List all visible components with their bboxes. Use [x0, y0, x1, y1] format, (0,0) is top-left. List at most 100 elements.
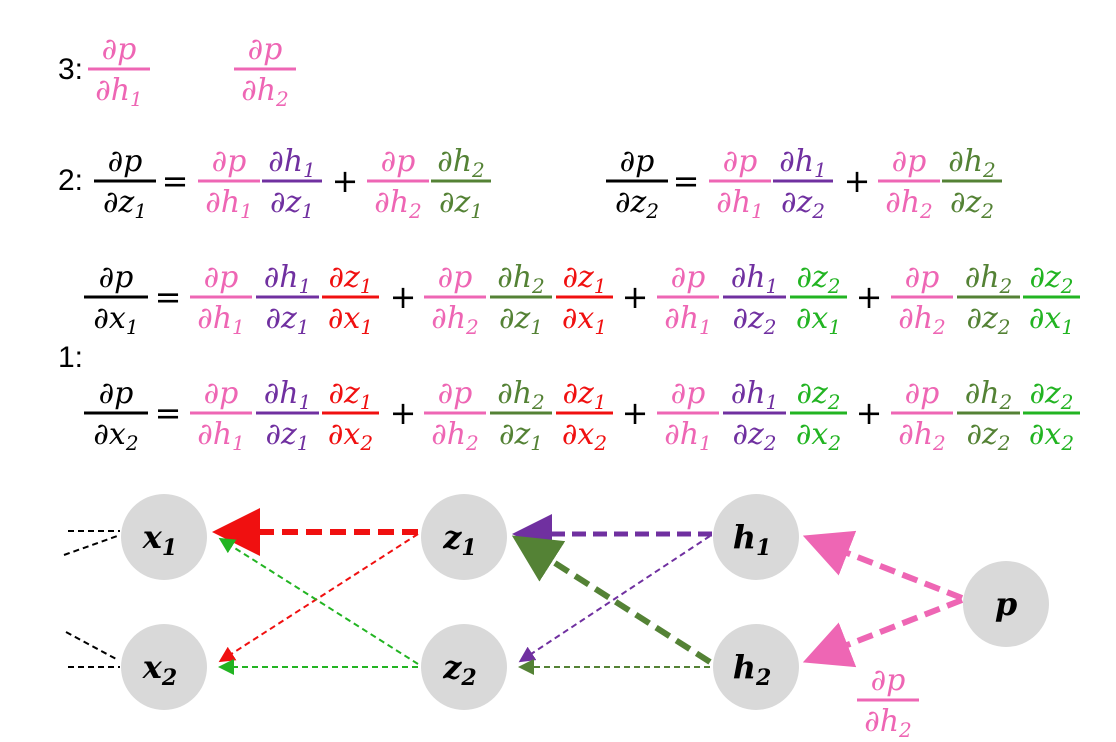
fraction-denominator: ∂h1	[197, 301, 245, 339]
node-x2: x2	[121, 624, 207, 710]
equals-sign: =	[673, 162, 700, 200]
fraction-numerator: ∂h1	[731, 260, 779, 298]
fraction-denominator: ∂x1	[328, 301, 373, 339]
plus-sign: +	[622, 278, 649, 316]
dp-dh1: ∂p ∂h1	[709, 144, 771, 223]
node-circle	[121, 494, 207, 580]
dz2-dx1: ∂z2∂x1	[790, 260, 847, 339]
dp-dh2: ∂p ∂h2	[367, 144, 429, 223]
dp-dh2: ∂p ∂h2	[891, 260, 953, 339]
dh1-dz1: ∂h1∂z1	[256, 376, 319, 455]
node-circle	[713, 624, 799, 710]
dp-dz1: ∂p ∂z1	[94, 144, 156, 223]
fraction-numerator: ∂p	[212, 144, 247, 179]
equals-sign: =	[155, 394, 182, 432]
fraction-numerator: ∂h2	[948, 144, 996, 182]
dp-dx2: ∂p ∂x2	[84, 376, 148, 455]
fraction-numerator: ∂p	[102, 32, 137, 67]
dp-dh1: ∂p ∂h1	[657, 376, 719, 455]
fraction-denominator: ∂x2	[796, 417, 841, 455]
node-circle	[713, 494, 799, 580]
node-label: p	[995, 585, 1017, 623]
dz1-dx2: ∂z1∂x2	[556, 376, 613, 455]
fraction-numerator: ∂p	[905, 376, 940, 411]
edge-z2-x1	[218, 537, 419, 665]
dp-dh2: ∂p ∂h2	[891, 376, 953, 455]
dh1-dz1: ∂h1∂z1	[262, 144, 322, 223]
fraction-denominator: ∂z2	[950, 185, 994, 223]
dp-dh1: ∂p ∂h1	[88, 32, 150, 111]
node-circle	[421, 494, 507, 580]
equals-sign: =	[162, 162, 189, 200]
edge-label-dp-dh2: ∂p ∂h2	[857, 663, 919, 742]
fraction-denominator: ∂x2	[328, 417, 373, 455]
fraction-numerator: ∂h1	[779, 144, 827, 182]
node-label: z2	[442, 648, 476, 691]
fraction-numerator: ∂h1	[264, 376, 312, 414]
step-3-label: 3:	[58, 53, 83, 86]
fraction-numerator: ∂z2	[1029, 376, 1073, 414]
fraction-numerator: ∂p	[204, 376, 239, 411]
fraction-numerator: ∂p	[892, 144, 927, 179]
fraction-numerator: ∂p	[438, 376, 473, 411]
fraction-denominator: ∂z1	[265, 301, 309, 339]
dh2-dz1: ∂h2∂z1	[431, 144, 491, 223]
input-stub	[65, 631, 119, 661]
fraction-denominator: ∂z2	[732, 301, 776, 339]
edge-h1-z2	[518, 535, 711, 663]
dz1-dx2: ∂z1∂x2	[322, 376, 379, 455]
fraction-numerator: ∂z1	[328, 376, 372, 414]
edge-label-denominator: ∂h2	[864, 704, 912, 742]
node-label: h1	[733, 518, 772, 561]
dp-dh1: ∂p ∂h1	[190, 376, 252, 455]
fraction-denominator: ∂z1	[439, 185, 483, 223]
fraction-denominator: ∂h1	[197, 417, 245, 455]
node-circle	[121, 624, 207, 710]
fraction-denominator: ∂h2	[431, 301, 479, 339]
step-1-label: 1:	[58, 341, 83, 374]
dp-dh1: ∂p ∂h1	[657, 260, 719, 339]
dh2-dz1: ∂h2∂z1	[490, 376, 552, 455]
edge-p-h2	[802, 597, 964, 668]
dh1-dz1: ∂h1∂z1	[256, 260, 319, 339]
dp-dh2: ∂p ∂h2	[424, 376, 486, 455]
dz1-dx1: ∂z1∂x1	[322, 260, 379, 339]
fraction-denominator: ∂h1	[664, 417, 712, 455]
fraction-denominator: ∂x2	[93, 417, 138, 455]
fraction-numerator: ∂p	[99, 260, 134, 295]
fraction-numerator: ∂p	[438, 260, 473, 295]
fraction-numerator: ∂p	[381, 144, 416, 179]
dh2-dz2: ∂h2∂z2	[957, 376, 1020, 455]
equals-sign: =	[155, 278, 182, 316]
fraction-numerator: ∂p	[108, 144, 143, 179]
fraction-numerator: ∂p	[905, 260, 940, 295]
fraction-denominator: ∂h1	[205, 185, 253, 223]
plus-sign: +	[390, 394, 417, 432]
dh2-dz1: ∂h2∂z1	[490, 260, 552, 339]
node-circle	[421, 624, 507, 710]
fraction-denominator: ∂x1	[1029, 301, 1074, 339]
plus-sign: +	[622, 394, 649, 432]
fraction-denominator: ∂x2	[562, 417, 607, 455]
edge-z1-x2	[218, 533, 419, 663]
fraction-denominator: ∂z2	[781, 185, 825, 223]
fraction-numerator: ∂h2	[965, 376, 1013, 414]
node-h2: h2	[713, 624, 799, 710]
dh2-dz2: ∂h2∂z2	[942, 144, 1002, 223]
fraction-denominator: ∂z1	[499, 301, 543, 339]
fraction-denominator: ∂z1	[499, 417, 543, 455]
plus-sign: +	[856, 394, 883, 432]
fraction-denominator: ∂h2	[241, 73, 289, 111]
fraction-denominator: ∂h2	[374, 185, 422, 223]
dz2-dx2: ∂z2∂x2	[1023, 376, 1080, 455]
fraction-denominator: ∂z2	[966, 417, 1010, 455]
node-circle	[963, 561, 1049, 647]
dp-dh1: ∂p ∂h1	[190, 260, 252, 339]
fraction-numerator: ∂h2	[965, 260, 1013, 298]
fraction-numerator: ∂p	[671, 260, 706, 295]
fraction-denominator: ∂h1	[95, 73, 143, 111]
fraction-denominator: ∂h2	[431, 417, 479, 455]
fraction-denominator: ∂h2	[898, 417, 946, 455]
fraction-numerator: ∂h2	[497, 260, 545, 298]
